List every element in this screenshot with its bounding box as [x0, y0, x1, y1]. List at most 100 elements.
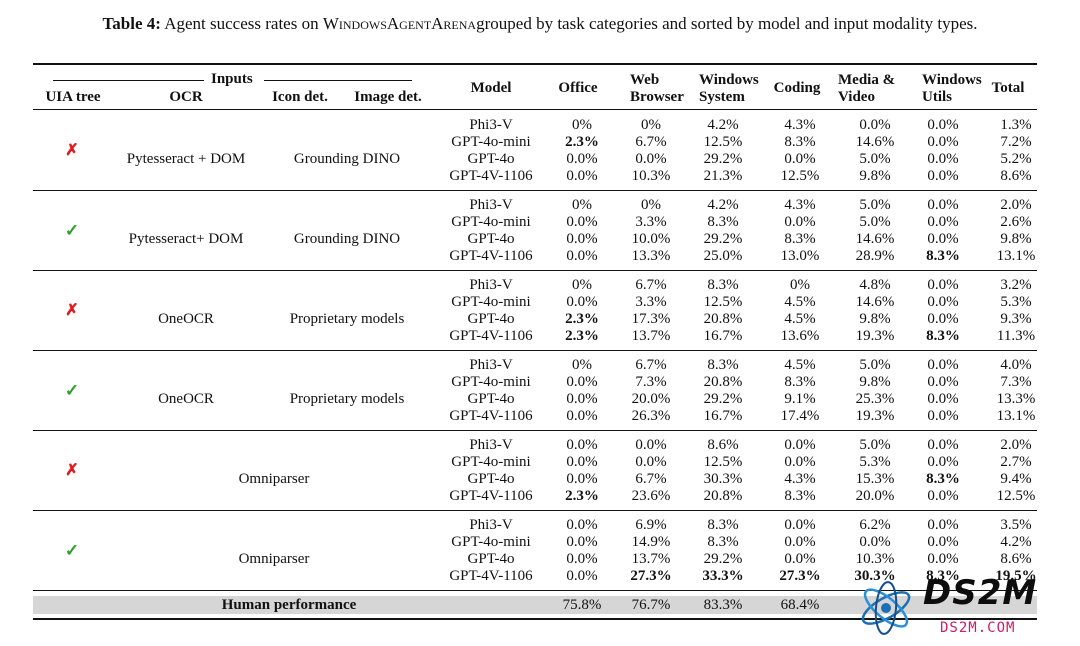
- header-web-line2: Browser: [630, 89, 684, 105]
- human-winsys: 83.3%: [703, 597, 743, 613]
- table-cell: 5.0%: [859, 437, 891, 453]
- table-cell: 0.0%: [927, 534, 959, 550]
- table-cell: 0.0%: [927, 168, 959, 184]
- table-cell: 0.0%: [566, 551, 598, 567]
- table-cell: 4.5%: [784, 357, 816, 373]
- table-cell: 16.7%: [703, 408, 743, 424]
- header-total: Total: [991, 80, 1025, 96]
- table-cell: 2.0%: [1000, 197, 1032, 213]
- table-cell: 2.3%: [565, 134, 599, 150]
- table-cell: 0.0%: [927, 437, 959, 453]
- table-cell: 23.6%: [631, 488, 671, 504]
- header-media-line1: Media &: [838, 72, 896, 88]
- table-cell: 14.6%: [855, 231, 895, 247]
- table-cell: 2.3%: [565, 328, 599, 344]
- table-cell: 11.3%: [996, 328, 1036, 344]
- table-cell: 20.8%: [703, 311, 743, 327]
- check-icon: ✓: [64, 381, 80, 400]
- table-cell: 0.0%: [566, 151, 598, 167]
- group-ocr-label: OneOCR: [158, 391, 214, 407]
- table-cell: 8.3%: [926, 471, 960, 487]
- table-cell: 4.5%: [784, 311, 816, 327]
- table-cell: 0.0%: [784, 517, 816, 533]
- model-name: GPT-4o-mini: [451, 294, 531, 310]
- group-omniparser-label: Omniparser: [238, 551, 310, 567]
- group-divider: [33, 510, 1037, 511]
- table-cell: 17.3%: [631, 311, 671, 327]
- table-cell: 1.3%: [1000, 117, 1032, 133]
- model-name: GPT-4o-mini: [451, 534, 531, 550]
- human-performance-label: Human performance: [221, 597, 357, 613]
- model-name: GPT-4o-mini: [451, 454, 531, 470]
- group-divider: [33, 430, 1037, 431]
- atom-icon: [861, 581, 911, 635]
- table-cell: 0.0%: [784, 214, 816, 230]
- group-omniparser-label: Omniparser: [238, 471, 310, 487]
- table-cell: 13.6%: [780, 328, 820, 344]
- model-name: GPT-4o-mini: [451, 134, 531, 150]
- table-cell: 0%: [572, 277, 592, 293]
- table-cell: 20.8%: [703, 488, 743, 504]
- group-det-label: Grounding DINO: [293, 151, 401, 167]
- table-cell: 8.3%: [707, 534, 739, 550]
- table-cell: 6.7%: [635, 471, 667, 487]
- table-cell: 6.7%: [635, 134, 667, 150]
- table-cell: 3.3%: [635, 294, 667, 310]
- header-rule: [33, 109, 1037, 110]
- table-cell: 2.7%: [1000, 454, 1032, 470]
- header-image-det: Image det.: [354, 89, 422, 105]
- table-cell: 4.8%: [859, 277, 891, 293]
- table-cell: 0.0%: [566, 517, 598, 533]
- table-cell: 0%: [790, 277, 810, 293]
- table-cell: 0.0%: [784, 534, 816, 550]
- table-cell: 0.0%: [784, 454, 816, 470]
- header-ocr: OCR: [169, 89, 203, 105]
- model-name: GPT-4o: [467, 231, 515, 247]
- table-cell: 0.0%: [927, 517, 959, 533]
- table-cell: 4.3%: [784, 197, 816, 213]
- table-cell: 7.2%: [1000, 134, 1032, 150]
- model-name: GPT-4o: [467, 471, 515, 487]
- table-cell: 0.0%: [566, 231, 598, 247]
- header-office: Office: [558, 80, 598, 96]
- table-cell: 0.0%: [927, 357, 959, 373]
- table-cell: 5.2%: [1000, 151, 1032, 167]
- table-cell: 4.0%: [1000, 357, 1032, 373]
- table-cell: 13.7%: [631, 551, 671, 567]
- table-cell: 8.6%: [1000, 551, 1032, 567]
- table-cell: 13.3%: [631, 248, 671, 264]
- table-cell: 0.0%: [566, 168, 598, 184]
- table-cell: 9.4%: [1000, 471, 1032, 487]
- header-winsys-line1: Windows: [699, 72, 759, 88]
- header-windows-utils: Windows Utils: [922, 72, 982, 106]
- table-cell: 0.0%: [566, 391, 598, 407]
- table-cell: 10.3%: [631, 168, 671, 184]
- table-cell: 0.0%: [566, 294, 598, 310]
- human-office: 75.8%: [562, 597, 602, 613]
- table-cell: 15.3%: [855, 471, 895, 487]
- header-coding: Coding: [773, 80, 821, 96]
- table-cell: 26.3%: [631, 408, 671, 424]
- table-cell: 8.3%: [926, 248, 960, 264]
- table-cell: 16.7%: [703, 328, 743, 344]
- header-inputs: Inputs: [211, 71, 253, 87]
- table-cell: 8.3%: [784, 134, 816, 150]
- table-cell: 12.5%: [703, 454, 743, 470]
- table-cell: 19.3%: [855, 328, 895, 344]
- caption-benchmark: WindowsAgentArena: [322, 14, 477, 33]
- check-icon: ✓: [64, 541, 80, 560]
- group-ocr-label: Pytesseract + DOM: [126, 151, 246, 167]
- table-cell: 6.7%: [635, 277, 667, 293]
- model-name: GPT-4V-1106: [449, 248, 533, 264]
- table-cell: 13.7%: [631, 328, 671, 344]
- table-cell: 9.1%: [784, 391, 816, 407]
- table-cell: 3.2%: [1000, 277, 1032, 293]
- table-cell: 0.0%: [927, 311, 959, 327]
- table-cell: 0.0%: [927, 134, 959, 150]
- table-cell: 0.0%: [566, 454, 598, 470]
- table-cell: 4.5%: [784, 294, 816, 310]
- model-name: Phi3-V: [469, 437, 513, 453]
- table-cell: 0.0%: [927, 197, 959, 213]
- table-cell: 0.0%: [566, 374, 598, 390]
- table-cell: 0.0%: [927, 391, 959, 407]
